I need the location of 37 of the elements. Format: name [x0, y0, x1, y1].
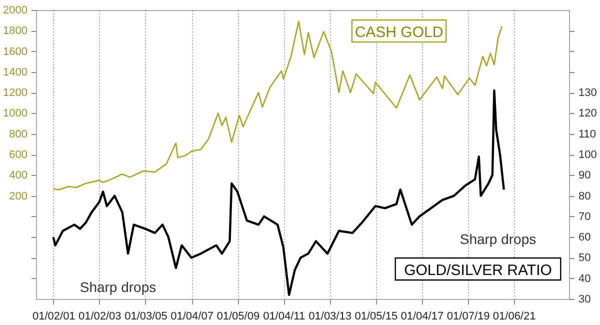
x-tick-label: 01/05/15 — [354, 310, 398, 322]
x-tick-label: 01/05/09 — [216, 310, 260, 322]
y-tick-label: 1200 — [3, 87, 28, 100]
x-tick-label: 01/04/07 — [170, 310, 214, 322]
y-tick-label: 600 — [9, 149, 28, 161]
annotation: Sharp drops — [80, 279, 156, 295]
x-tick-label: 01/04/11 — [263, 310, 306, 322]
x-tick-label: 01/03/13 — [308, 310, 352, 322]
y2-tick-label: 40 — [578, 272, 591, 285]
y-tick-label: 400 — [9, 170, 28, 182]
x-tick-label: 01/02/03 — [78, 310, 122, 322]
y2-tick-label: 100 — [578, 149, 597, 161]
y-tick-label: 1000 — [3, 108, 28, 120]
y2-tick-label: 60 — [578, 232, 591, 244]
x-tick-label: 01/04/17 — [400, 310, 444, 322]
y2-tick-label: 30 — [578, 294, 591, 306]
x-tick-label: 01/02/01 — [32, 310, 76, 322]
y-tick-label: 1800 — [3, 25, 28, 38]
y2-tick-label: 70 — [578, 210, 591, 223]
y-tick-label: 200 — [9, 190, 28, 202]
y2-tick-label: 50 — [578, 252, 591, 264]
y2-tick-label: 130 — [578, 87, 597, 100]
x-tick-label: 01/06/21 — [492, 310, 536, 322]
x-tick-label: 01/07/19 — [446, 310, 490, 322]
x-tick-label: 01/03/05 — [124, 310, 168, 322]
annotation: Sharp drops — [460, 231, 536, 247]
line-series — [52, 20, 503, 190]
y-tick-label: 2000 — [3, 4, 28, 16]
y2-tick-label: 80 — [578, 190, 591, 202]
y2-tick-label: 120 — [578, 108, 597, 120]
y-tick-label: 800 — [9, 128, 28, 140]
series-label: CASH GOLD — [354, 24, 444, 41]
text: GOLD/SILVER RATIO — [404, 262, 552, 279]
y2-tick-label: 110 — [578, 128, 596, 140]
y-tick-label: 1600 — [3, 46, 28, 58]
y-tick-label: 1400 — [3, 66, 28, 78]
y2-tick-label: 90 — [578, 170, 591, 182]
